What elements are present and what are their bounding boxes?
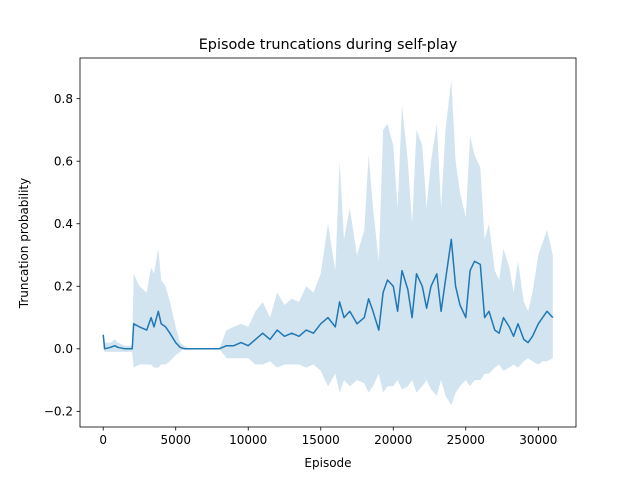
y-axis: −0.2 0.0 0.2 0.4 0.6 0.8	[44, 92, 80, 419]
y-tick-label: 0.0	[54, 342, 73, 356]
confidence-band	[103, 79, 553, 406]
chart-title: Episode truncations during self-play	[199, 37, 458, 53]
x-axis-title: Episode	[304, 456, 351, 470]
x-tick-label: 25000	[447, 433, 485, 447]
y-tick-label: 0.6	[54, 154, 73, 168]
y-tick-label: 0.2	[54, 280, 73, 294]
x-tick-label: 10000	[229, 433, 267, 447]
plot-area	[102, 79, 554, 406]
mean-line	[102, 238, 554, 350]
x-axis: 0 5000 10000 15000 20000 25000 30000	[99, 427, 557, 447]
x-tick-label: 20000	[374, 433, 412, 447]
y-tick-label: −0.2	[44, 405, 73, 419]
y-axis-title: Truncation probability	[17, 178, 31, 310]
plot-frame	[79, 57, 577, 428]
y-tick-label: 0.4	[54, 217, 73, 231]
x-tick-label: 5000	[160, 433, 191, 447]
x-tick-label: 0	[99, 433, 107, 447]
y-tick-label: 0.8	[54, 92, 73, 106]
x-tick-label: 30000	[519, 433, 557, 447]
x-tick-label: 15000	[302, 433, 340, 447]
